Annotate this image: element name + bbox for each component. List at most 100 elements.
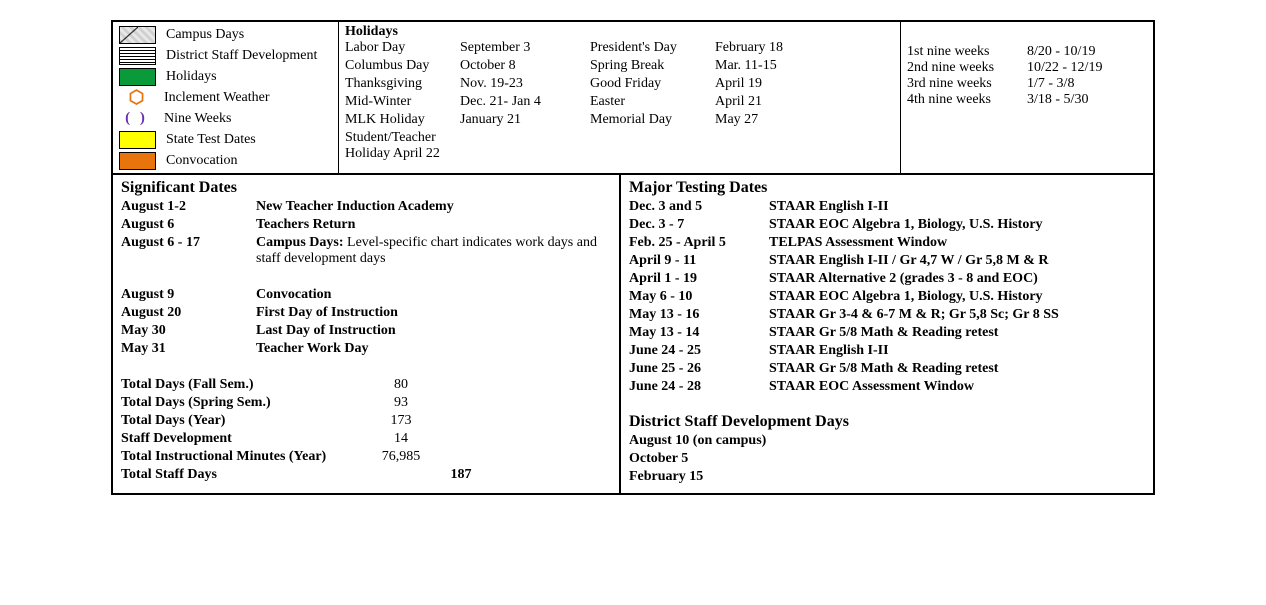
significant-date: August 6 - 17	[121, 235, 256, 267]
legend-row: Campus Days	[113, 24, 338, 45]
nine-weeks-row: 2nd nine weeks10/22 - 12/19	[907, 60, 1147, 76]
holiday-date	[715, 130, 815, 162]
significant-date: May 31	[121, 341, 256, 357]
holiday-date: September 3	[460, 40, 590, 56]
legend-swatch: ( )	[119, 111, 154, 127]
holiday-date: May 27	[715, 112, 815, 128]
testing-date: Feb. 25 - April 5	[629, 235, 769, 251]
holidays-title: Holidays	[345, 24, 894, 40]
holiday-date: Nov. 19-23	[460, 76, 590, 92]
legend-label: District Staff Development	[166, 48, 317, 64]
testing-date: May 13 - 14	[629, 325, 769, 341]
holiday-date: Dec. 21- Jan 4	[460, 94, 590, 110]
significant-desc: Convocation	[256, 287, 611, 303]
totals-row: Total Days (Fall Sem.)80	[121, 377, 611, 393]
holiday-name: Memorial Day	[590, 112, 715, 128]
testing-date-row: Feb. 25 - April 5TELPAS Assessment Windo…	[629, 235, 1145, 251]
nine-weeks-range: 8/20 - 10/19	[1027, 44, 1095, 60]
testing-desc: STAAR EOC Algebra 1, Biology, U.S. Histo…	[769, 217, 1145, 233]
significant-date: August 1-2	[121, 199, 256, 215]
totals-final-row: Total Staff Days 187	[121, 467, 611, 483]
testing-date-row: Dec. 3 and 5STAAR English I-II	[629, 199, 1145, 215]
totals-value: 14	[371, 431, 431, 447]
holiday-date: February 18	[715, 40, 815, 56]
dev-day-row: October 5	[629, 451, 1145, 467]
nine-weeks-row: 3rd nine weeks1/7 - 3/8	[907, 76, 1147, 92]
dev-days-list: August 10 (on campus)October 5February 1…	[629, 433, 1145, 485]
totals-final-label: Total Staff Days	[121, 467, 431, 483]
testing-dates-column: Major Testing Dates Dec. 3 and 5STAAR En…	[621, 175, 1153, 493]
significant-date-row: May 31Teacher Work Day	[121, 341, 611, 357]
significant-desc: First Day of Instruction	[256, 305, 611, 321]
significant-date: August 6	[121, 217, 256, 233]
totals-label: Total Days (Fall Sem.)	[121, 377, 371, 393]
testing-date-row: April 9 - 11STAAR English I-II / Gr 4,7 …	[629, 253, 1145, 269]
legend-swatch: ⬡	[119, 90, 154, 106]
totals-value: 93	[371, 395, 431, 411]
significant-dates-column: Significant Dates August 1-2New Teacher …	[113, 175, 621, 493]
holiday-date	[460, 130, 590, 162]
significant-date-row: August 6Teachers Return	[121, 217, 611, 233]
totals-value: 173	[371, 413, 431, 429]
legend-row: ( ) Nine Weeks	[113, 108, 338, 129]
holiday-date: October 8	[460, 58, 590, 74]
holiday-date: January 21	[460, 112, 590, 128]
legend-row: Holidays	[113, 66, 338, 87]
significant-date-row: May 30Last Day of Instruction	[121, 323, 611, 339]
testing-date-row: Dec. 3 - 7STAAR EOC Algebra 1, Biology, …	[629, 217, 1145, 233]
holiday-name: Mid-Winter	[345, 94, 460, 110]
legend-label: Nine Weeks	[164, 111, 231, 127]
legend-label: State Test Dates	[166, 132, 256, 148]
testing-desc: STAAR EOC Algebra 1, Biology, U.S. Histo…	[769, 289, 1145, 305]
testing-desc: STAAR Gr 3-4 & 6-7 M & R; Gr 5,8 Sc; Gr …	[769, 307, 1145, 323]
significant-dates-list-1: August 1-2New Teacher Induction AcademyA…	[121, 199, 611, 267]
testing-date: May 13 - 16	[629, 307, 769, 323]
testing-date: June 24 - 28	[629, 379, 769, 395]
testing-desc: STAAR English I-II	[769, 343, 1145, 359]
holiday-name: Easter	[590, 94, 715, 110]
calendar-key-panel: Campus Days District Staff Development Hol…	[111, 20, 1155, 495]
nine-weeks-label: 1st nine weeks	[907, 44, 1027, 60]
testing-date-row: May 13 - 14STAAR Gr 5/8 Math & Reading r…	[629, 325, 1145, 341]
totals-list: Total Days (Fall Sem.)80 Total Days (Spri…	[121, 377, 611, 465]
totals-row: Total Days (Year)173	[121, 413, 611, 429]
totals-label: Total Instructional Minutes (Year)	[121, 449, 371, 465]
holiday-date: April 21	[715, 94, 815, 110]
nine-weeks-row: 1st nine weeks8/20 - 10/19	[907, 44, 1147, 60]
nine-weeks-range: 1/7 - 3/8	[1027, 76, 1074, 92]
holiday-name: President's Day	[590, 40, 715, 56]
totals-row: Staff Development14	[121, 431, 611, 447]
significant-date-row: August 9Convocation	[121, 287, 611, 303]
legend-row: State Test Dates	[113, 129, 338, 150]
legend-swatch	[119, 26, 156, 44]
totals-label: Total Days (Spring Sem.)	[121, 395, 371, 411]
legend-label: Holidays	[166, 69, 217, 85]
testing-desc: STAAR English I-II / Gr 4,7 W / Gr 5,8 M…	[769, 253, 1145, 269]
holiday-name: Columbus Day	[345, 58, 460, 74]
significant-date: August 9	[121, 287, 256, 303]
holiday-name: Thanksgiving	[345, 76, 460, 92]
significant-dates-list-2: August 9Convocation August 20First Day of…	[121, 287, 611, 357]
nine-weeks-column: 1st nine weeks8/20 - 10/192nd nine weeks…	[901, 22, 1153, 173]
testing-date-row: June 25 - 26STAAR Gr 5/8 Math & Reading …	[629, 361, 1145, 377]
nine-weeks-range: 10/22 - 12/19	[1027, 60, 1102, 76]
testing-desc: STAAR Gr 5/8 Math & Reading retest	[769, 325, 1145, 341]
totals-value: 76,985	[371, 449, 431, 465]
testing-date-row: June 24 - 25STAAR English I-II	[629, 343, 1145, 359]
holiday-name: Student/Teacher Holiday April 22	[345, 130, 460, 162]
testing-date: June 25 - 26	[629, 361, 769, 377]
significant-desc: New Teacher Induction Academy	[256, 199, 611, 215]
nine-weeks-range: 3/18 - 5/30	[1027, 92, 1088, 108]
testing-date: June 24 - 25	[629, 343, 769, 359]
holiday-name: Labor Day	[345, 40, 460, 56]
testing-date-row: May 13 - 16STAAR Gr 3-4 & 6-7 M & R; Gr …	[629, 307, 1145, 323]
dev-days-title: District Staff Development Days	[629, 413, 1145, 431]
significant-date-row: August 20First Day of Instruction	[121, 305, 611, 321]
significant-date-row: August 1-2New Teacher Induction Academy	[121, 199, 611, 215]
totals-row: Total Instructional Minutes (Year)76,985	[121, 449, 611, 465]
legend-row: ⬡Inclement Weather	[113, 87, 338, 108]
legend-label: Campus Days	[166, 27, 244, 43]
significant-desc: Teachers Return	[256, 217, 611, 233]
holiday-name	[590, 130, 715, 162]
holiday-date: Mar. 11-15	[715, 58, 815, 74]
